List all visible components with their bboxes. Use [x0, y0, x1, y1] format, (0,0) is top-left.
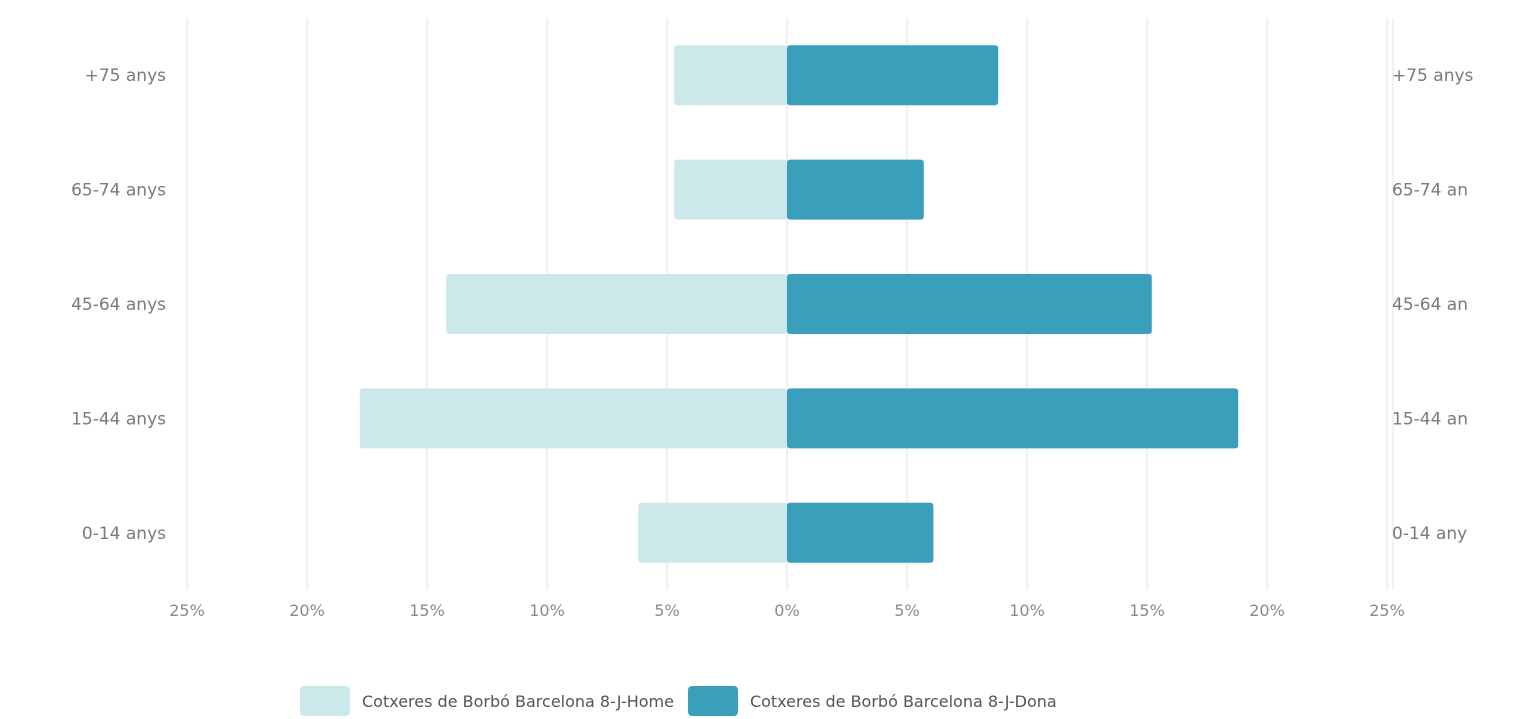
legend-item-dona[interactable]: Cotxeres de Borbó Barcelona 8-J-Dona: [687, 686, 1057, 716]
y-category-label: 65-74 anys: [71, 181, 166, 201]
population-pyramid-chart: 25% 20% 15% 10% 5% 0% 5% 10% 15% 20% 25% +75 anys +7…: [71, 18, 1474, 620]
x-tick-label: 25%: [1369, 601, 1405, 620]
bars: [359, 45, 1239, 563]
x-tick-label: 20%: [289, 601, 325, 620]
x-tick-label: 5%: [654, 601, 679, 620]
y-category-label: 15-44 anys: [71, 409, 166, 429]
bar-home[interactable]: [638, 502, 787, 563]
bar-home[interactable]: [446, 274, 787, 334]
legend-swatch-home: [300, 686, 350, 716]
bar-dona[interactable]: [787, 274, 1152, 334]
y-category-label-right: +75 anys: [1392, 66, 1474, 86]
labels: 25% 20% 15% 10% 5% 0% 5% 10% 15% 20% 25% +75 anys +7…: [71, 66, 1473, 620]
bar-home[interactable]: [674, 45, 787, 106]
legend: Cotxeres de Borbó Barcelona 8-J-Home Cot…: [300, 684, 1057, 718]
y-category-label-right: 15-44 an: [1392, 409, 1468, 429]
bar-home[interactable]: [674, 159, 787, 220]
bar-dona[interactable]: [787, 502, 934, 563]
y-category-label: +75 anys: [85, 66, 167, 86]
x-tick-label: 10%: [1009, 601, 1045, 620]
x-tick-label: 0%: [774, 601, 799, 620]
legend-label-home: Cotxeres de Borbó Barcelona 8-J-Home: [362, 691, 674, 711]
bar-dona[interactable]: [787, 388, 1239, 449]
y-category-label-right: 0-14 any: [1392, 524, 1467, 544]
legend-swatch-dona: [687, 686, 738, 716]
x-tick-label: 20%: [1249, 601, 1285, 620]
y-category-label-right: 65-74 an: [1392, 181, 1468, 201]
bar-dona[interactable]: [787, 45, 999, 106]
bar-dona[interactable]: [787, 159, 924, 220]
y-category-label: 0-14 anys: [82, 524, 166, 544]
x-tick-label: 10%: [529, 601, 565, 620]
x-tick-label: 15%: [409, 601, 445, 620]
x-tick-label: 5%: [894, 601, 919, 620]
x-tick-label: 25%: [169, 601, 205, 620]
y-category-label: 45-64 anys: [71, 295, 166, 315]
legend-item-home[interactable]: Cotxeres de Borbó Barcelona 8-J-Home: [300, 686, 674, 716]
legend-label-dona: Cotxeres de Borbó Barcelona 8-J-Dona: [749, 691, 1057, 711]
y-category-label-right: 45-64 an: [1392, 295, 1468, 315]
bar-home[interactable]: [359, 388, 787, 449]
x-tick-label: 15%: [1129, 601, 1165, 620]
